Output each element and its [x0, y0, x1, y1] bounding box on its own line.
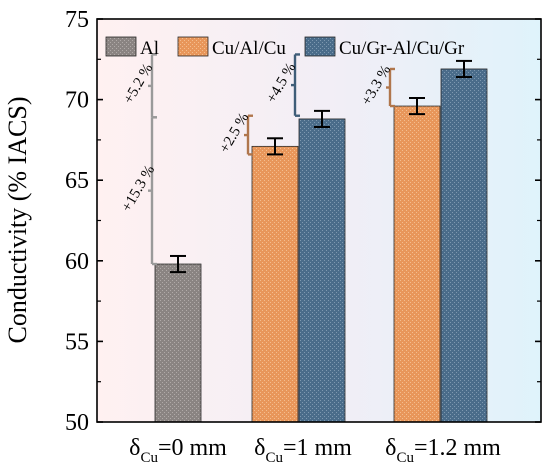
legend-label: Al — [140, 38, 159, 59]
y-tick-label: 60 — [65, 249, 89, 275]
y-axis-label: Conductivity (% IACS) — [3, 97, 32, 344]
y-axis: 50 55 60 65 70 75 — [65, 7, 541, 436]
legend-item-2: Cu/Gr-Al/Cu/Gr — [304, 36, 465, 59]
legend-swatch — [304, 36, 336, 57]
bar-cu-gr-al-cu-gr-cat-1 — [298, 118, 346, 423]
x-category-label-1: δCu=1 mm — [254, 435, 352, 466]
legend: Al Cu/Al/Cu Cu/Gr-Al/Cu/Gr — [105, 36, 465, 59]
legend-item-1: Cu/Al/Cu — [177, 36, 286, 59]
x-tick-label: δCu=1.2 mm — [385, 435, 501, 466]
bar-cu-al-cu-cat-1 — [251, 145, 299, 423]
y-tick-label: 65 — [65, 168, 89, 194]
legend-item-0: Al — [105, 36, 159, 59]
legend-swatch — [177, 36, 209, 57]
y-tick-label: 55 — [65, 329, 89, 355]
error-bars-layer — [170, 59, 472, 274]
x-tick-label: δCu=1 mm — [254, 435, 352, 466]
legend-label: Cu/Al/Cu — [212, 38, 286, 59]
y-tick-label: 50 — [65, 410, 89, 436]
x-category-label-0: δCu=0 mm — [129, 435, 227, 466]
bar-al-cat-0 — [154, 263, 202, 423]
bar-cu-al-cu-cat-2 — [393, 105, 441, 423]
legend-label: Cu/Gr-Al/Cu/Gr — [339, 38, 465, 59]
x-axis: δCu=0 mm δCu=1 mm δCu=1.2 mm — [129, 435, 501, 466]
y-tick-label: 75 — [65, 7, 89, 33]
y-tick-label: 70 — [65, 88, 89, 114]
x-category-label-2: δCu=1.2 mm — [385, 435, 501, 466]
legend-swatch — [105, 36, 137, 57]
bar-cu-gr-al-cu-gr-cat-2 — [440, 68, 488, 423]
bars-layer — [154, 68, 488, 423]
x-tick-label: δCu=0 mm — [129, 435, 227, 466]
